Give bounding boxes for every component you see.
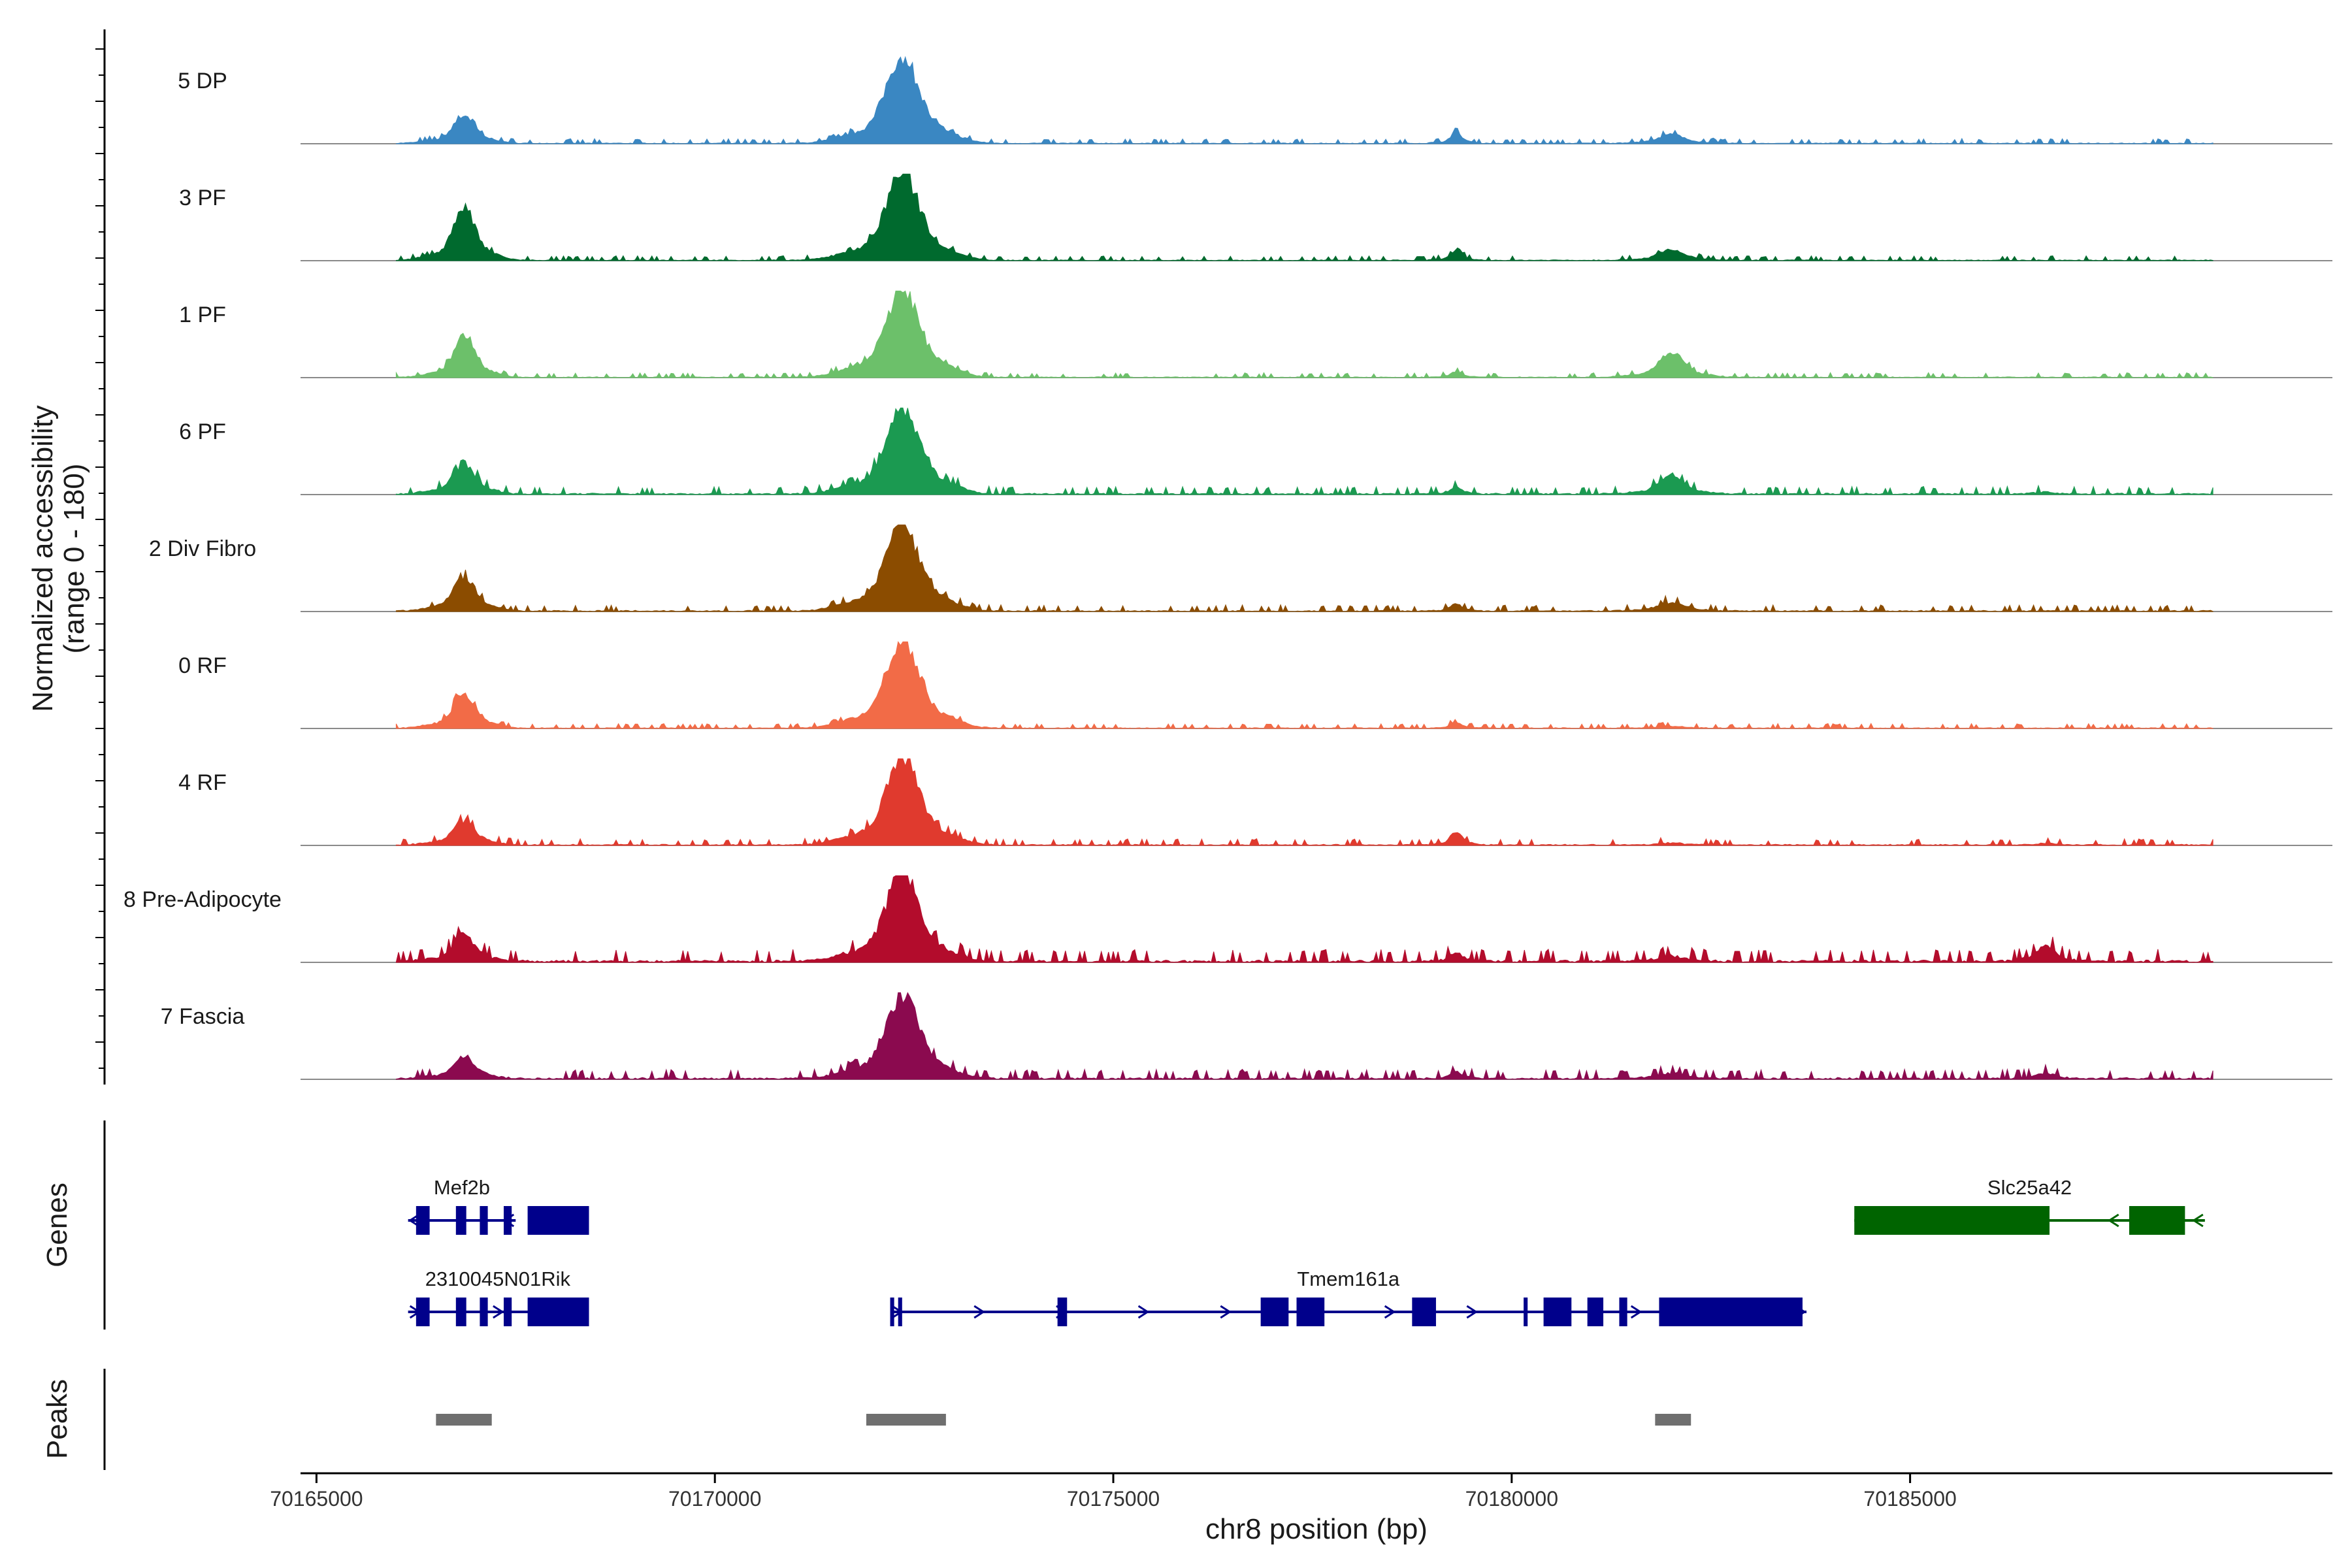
gene-exon (1543, 1298, 1572, 1326)
coverage-area (395, 173, 2213, 261)
coverage-area (395, 758, 2213, 847)
track-label: 8 Pre-Adipocyte (123, 887, 282, 912)
gene-exon (480, 1298, 488, 1326)
x-axis-title: chr8 position (bp) (1205, 1513, 1428, 1545)
gene-exon (416, 1206, 430, 1235)
gene-name-label: Slc25a42 (1987, 1176, 2072, 1199)
gene-exon (1524, 1298, 1528, 1326)
track-1-pf: 1 PF (179, 290, 2332, 379)
track-label: 6 PF (179, 419, 226, 444)
track-8-pre-adipocyte: 8 Pre-Adipocyte (123, 875, 2332, 963)
gene-exon (455, 1298, 466, 1326)
gene-slc25a42: Slc25a42 (1854, 1176, 2205, 1235)
strand-arrow (493, 1305, 504, 1319)
genes-panel: Mef2b Slc25a42 2310045N01Rik Tmem161a (408, 1176, 2205, 1326)
strand-arrow (1630, 1305, 1642, 1319)
x-axis-ticks: 70165000 70170000 70175000 70180000 70185000 (270, 1473, 1957, 1511)
strand-arrow (1137, 1305, 1150, 1319)
gene-exon (1296, 1298, 1325, 1326)
gene-exon (890, 1298, 894, 1326)
track-6-pf: 6 PF (179, 407, 2332, 496)
track-4-rf: 4 RF (178, 758, 2332, 847)
gene-exon (1619, 1298, 1627, 1326)
strand-arrow (973, 1305, 985, 1319)
x-tick-label: 70175000 (1067, 1487, 1160, 1511)
gene-exon (1659, 1298, 1803, 1326)
gene-exon (1412, 1298, 1436, 1326)
gene-exon (2129, 1206, 2185, 1235)
peak-region (1655, 1414, 1691, 1426)
strand-arrow (1220, 1305, 1232, 1319)
track-3-pf: 3 PF (179, 173, 2332, 261)
x-tick-label: 70185000 (1863, 1487, 1956, 1511)
peak-region (436, 1414, 492, 1426)
gene-name-label: Tmem161a (1297, 1267, 1400, 1290)
coverage-area (395, 407, 2213, 496)
gene-name-label: 2310045N01Rik (425, 1267, 571, 1290)
track-5-dp: 5 DP (178, 56, 2332, 145)
x-tick-label: 70180000 (1465, 1487, 1558, 1511)
coverage-area (395, 524, 2213, 613)
gene-exon (1260, 1298, 1289, 1326)
gene-2310045n01rik: 2310045N01Rik (408, 1267, 589, 1326)
coverage-y-ticks (95, 48, 105, 1069)
gene-exon (1057, 1298, 1068, 1326)
track-label: 2 Div Fibro (149, 536, 256, 561)
strand-arrow (2192, 1213, 2204, 1228)
coverage-area (395, 290, 2213, 379)
track-label: 4 RF (178, 770, 227, 795)
track-7-fascia: 7 Fascia (161, 992, 2332, 1081)
y-axis-title-line2: (range 0 - 180) (58, 463, 90, 653)
coverage-area (395, 56, 2213, 145)
track-label: 0 RF (178, 653, 227, 678)
gene-tmem161a: Tmem161a (890, 1267, 1807, 1326)
track-label: 7 Fascia (161, 1004, 245, 1029)
gene-exon (504, 1206, 512, 1235)
peak-region (866, 1414, 946, 1426)
gene-exon (898, 1298, 902, 1326)
x-tick-label: 70165000 (270, 1487, 363, 1511)
strand-arrow (1466, 1305, 1478, 1319)
gene-exon (1854, 1206, 2050, 1235)
strand-arrow (1384, 1305, 1396, 1319)
gene-exon (1587, 1298, 1604, 1326)
y-axis-title: Normalized accessibility (range 0 - 180) (27, 405, 90, 711)
gene-exon (480, 1206, 488, 1235)
coverage-area (395, 992, 2213, 1081)
y-axis-title-line1: Normalized accessibility (27, 405, 59, 711)
gene-mef2b: Mef2b (408, 1176, 589, 1235)
genes-panel-label: Genes (41, 1183, 73, 1267)
gene-exon (455, 1206, 466, 1235)
track-label: 5 DP (178, 69, 227, 93)
peaks-panel-label: Peaks (41, 1379, 73, 1459)
track-2-div-fibro: 2 Div Fibro (149, 524, 2332, 613)
x-tick-label: 70170000 (668, 1487, 761, 1511)
gene-exon (504, 1298, 512, 1326)
coverage-tracks: 5 DP 3 PF 1 PF 6 PF 2 Div Fibro 0 RF 4 RF 8 Pre… (123, 56, 2332, 1081)
track-label: 1 PF (179, 302, 226, 327)
gene-exon (527, 1298, 589, 1326)
coverage-area (395, 875, 2213, 963)
coverage-area (395, 641, 2213, 730)
gene-name-label: Mef2b (434, 1176, 490, 1199)
peaks-panel (436, 1414, 1691, 1426)
track-0-rf: 0 RF (178, 641, 2332, 730)
gene-exon (527, 1206, 589, 1235)
strand-arrow (2107, 1213, 2119, 1228)
gene-exon (416, 1298, 430, 1326)
track-label: 3 PF (179, 186, 226, 210)
